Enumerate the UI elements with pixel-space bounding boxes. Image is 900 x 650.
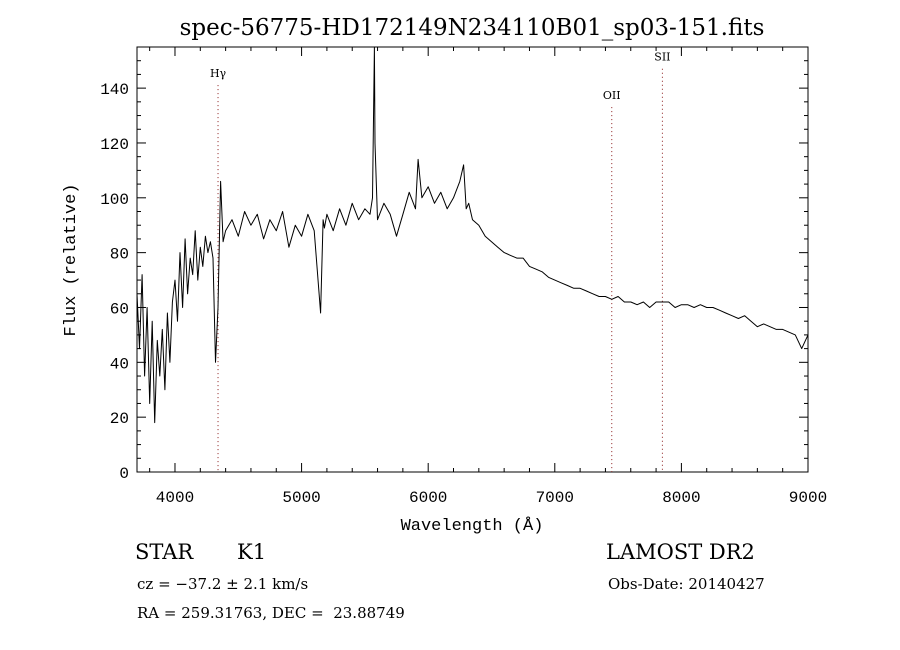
y-tick-label-3: 60	[110, 300, 129, 318]
y-tick-label-0: 0	[119, 465, 129, 483]
coordinates-readout: RA = 259.31763, DEC = 23.88749	[137, 604, 405, 622]
line-annotations: Hγ OII SII	[210, 51, 671, 472]
x-tick-label-2: 6000	[409, 489, 447, 507]
object-subclass: K1	[237, 540, 267, 564]
spectrum-line	[136, 46, 809, 424]
velocity-readout: cz = −37.2 ± 2.1 km/s	[137, 575, 309, 593]
line-label-2: SII	[654, 51, 670, 64]
plot-frame	[136, 46, 809, 473]
y-tick-label-2: 40	[110, 355, 129, 373]
object-type: STAR	[135, 540, 194, 564]
y-tick-label-5: 100	[100, 191, 129, 209]
y-axis-label: Flux (relative)	[62, 183, 81, 336]
line-label-0: Hγ	[210, 67, 227, 80]
line-label-1: OII	[603, 89, 621, 102]
series-layer	[136, 46, 809, 424]
axis-ticks: 4000 5000 6000 7000 8000 9000 0 20 40 60 80 100 120 1…	[100, 47, 827, 507]
y-tick-label-1: 20	[110, 410, 129, 428]
x-tick-label-5: 9000	[789, 489, 827, 507]
y-tick-label-4: 80	[110, 246, 129, 264]
x-tick-label-3: 7000	[536, 489, 574, 507]
x-tick-label-4: 8000	[662, 489, 700, 507]
chart-title: spec-56775-HD172149N234110B01_sp03-151.f…	[180, 15, 765, 41]
x-tick-label-0: 4000	[156, 489, 194, 507]
x-axis-label: Wavelength (Å)	[401, 517, 544, 536]
survey-name: LAMOST DR2	[606, 540, 755, 564]
y-tick-label-7: 140	[100, 81, 129, 99]
obs-date: Obs-Date: 20140427	[608, 575, 765, 593]
x-tick-label-1: 5000	[282, 489, 320, 507]
y-tick-label-6: 120	[100, 136, 129, 154]
